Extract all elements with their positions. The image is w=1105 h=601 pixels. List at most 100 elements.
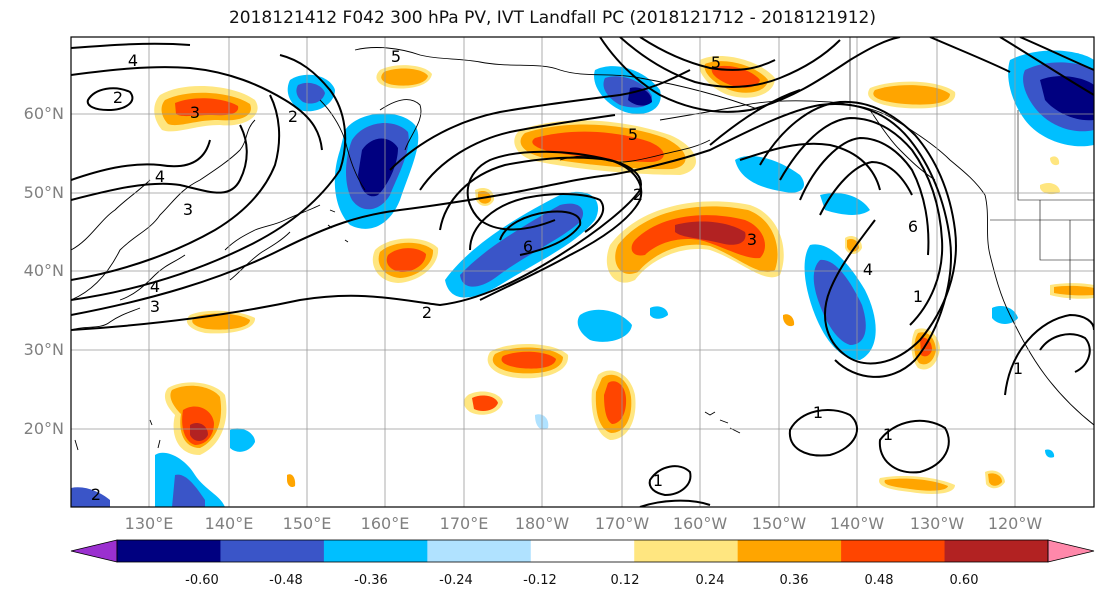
contour-line [71, 42, 191, 49]
contour-line [71, 103, 952, 378]
lon-label: 130°E [124, 514, 174, 533]
border-line [1017, 110, 1094, 201]
lat-label: 50°N [23, 183, 64, 202]
contour-line [799, 136, 930, 256]
contour-line [71, 66, 323, 151]
anomaly-red-orange [472, 395, 498, 411]
contour-line [389, 69, 691, 171]
coastline [984, 194, 1094, 426]
anomaly-blue [1045, 449, 1055, 458]
contour-line [71, 54, 347, 301]
pv-contours [71, 37, 1094, 507]
contour-line [499, 210, 582, 256]
colorbar-tick-label: -0.60 [185, 573, 219, 588]
anomaly-red-orange [175, 98, 239, 117]
colorbar-tick-label: 0.36 [779, 573, 809, 588]
border-line [1039, 200, 1094, 261]
coastline [119, 254, 186, 301]
anomaly-orange [988, 473, 1002, 486]
anomaly-blue-dark [296, 82, 325, 104]
contour-label: 4 [863, 260, 873, 279]
anomaly-dark-red [675, 221, 746, 245]
contour-line [599, 37, 901, 113]
contour-line [1019, 37, 1094, 71]
map-frame [70, 36, 1095, 508]
contour-line [71, 150, 642, 331]
colorbar-segment [841, 540, 946, 562]
lon-label: 160°E [360, 514, 410, 533]
contour-label: 2 [288, 107, 298, 126]
contour-line [439, 156, 643, 301]
coastline [71, 119, 256, 301]
contour-line [929, 37, 1011, 73]
colorbar-segment [944, 540, 1049, 562]
anomaly-blue [230, 428, 255, 452]
contour-label: 3 [190, 103, 200, 122]
contour-line [759, 100, 957, 365]
contour-line [739, 142, 881, 191]
colorbar-segment [427, 540, 532, 562]
colorbar-segment [117, 540, 221, 562]
contour-line [639, 499, 711, 507]
anomaly-blue [155, 452, 225, 507]
contour-label: 2 [422, 303, 432, 322]
coastline [354, 47, 761, 111]
lat-label: 60°N [23, 104, 64, 123]
contour-line [878, 419, 950, 474]
contour-line [648, 465, 692, 497]
contour-label: 6 [908, 217, 918, 236]
positive-anomaly-shading [154, 56, 1094, 494]
contour-line [86, 87, 134, 112]
anomaly-yellow [1040, 182, 1060, 195]
anomaly-orange [192, 313, 250, 330]
coastline [229, 231, 291, 281]
colorbar-segment [220, 540, 325, 562]
contour-label: 4 [128, 51, 138, 70]
colorbar-tick-label: -0.48 [269, 573, 303, 588]
lon-label: 140°W [829, 514, 885, 533]
coastline [71, 179, 151, 251]
anomaly-blue [577, 309, 632, 342]
lat-label: 40°N [23, 261, 64, 280]
contour-label: 5 [711, 53, 721, 72]
contour-label: 1 [653, 471, 663, 490]
colorbar-tick-label: 0.12 [610, 573, 640, 588]
contour-label: 1 [1013, 359, 1023, 378]
contour-line [639, 37, 776, 71]
anomaly-orange [847, 238, 859, 252]
map-title: 2018121412 F042 300 hPa PV, IVT Landfall… [228, 8, 876, 28]
contour-label: 1 [813, 403, 823, 422]
contour-label: 3 [747, 230, 757, 249]
coastline [71, 307, 141, 331]
lon-label: 150°E [282, 514, 332, 533]
anomaly-blue [820, 193, 870, 215]
contour-label: 3 [150, 297, 160, 316]
anomaly-red-orange [711, 65, 760, 88]
colorbar-tick-label: 0.48 [864, 573, 894, 588]
contour-label: 2 [91, 485, 101, 504]
contour-line [788, 409, 859, 457]
anomaly-blue [992, 306, 1018, 324]
contour-line [999, 37, 1094, 96]
colorbar-tick-label: 0.24 [695, 573, 725, 588]
lat-label: 20°N [23, 419, 64, 438]
contour-label: 5 [628, 125, 638, 144]
country-borders [849, 37, 1094, 300]
anomaly-orange [1054, 285, 1094, 296]
anomaly-blue [735, 155, 805, 193]
anomaly-red-orange [920, 337, 932, 357]
lon-label: 130°W [909, 514, 965, 533]
contour-label: 2 [113, 88, 123, 107]
contour-label: 2 [633, 185, 643, 204]
contour-line [71, 124, 248, 201]
anomaly-orange [884, 478, 948, 491]
anomaly-orange [783, 314, 795, 327]
anomaly-blue-dark [71, 487, 110, 507]
anomaly-blue-dark [460, 203, 584, 287]
coastline [559, 139, 711, 163]
contour-line [779, 116, 944, 326]
anomaly-red-orange [604, 381, 627, 424]
contour-labels: 4 2 3 5 4 3 4 3 2 2 5 6 5 2 3 6 4 1 1 1 … [91, 47, 1023, 504]
colorbar-segment [737, 540, 842, 562]
